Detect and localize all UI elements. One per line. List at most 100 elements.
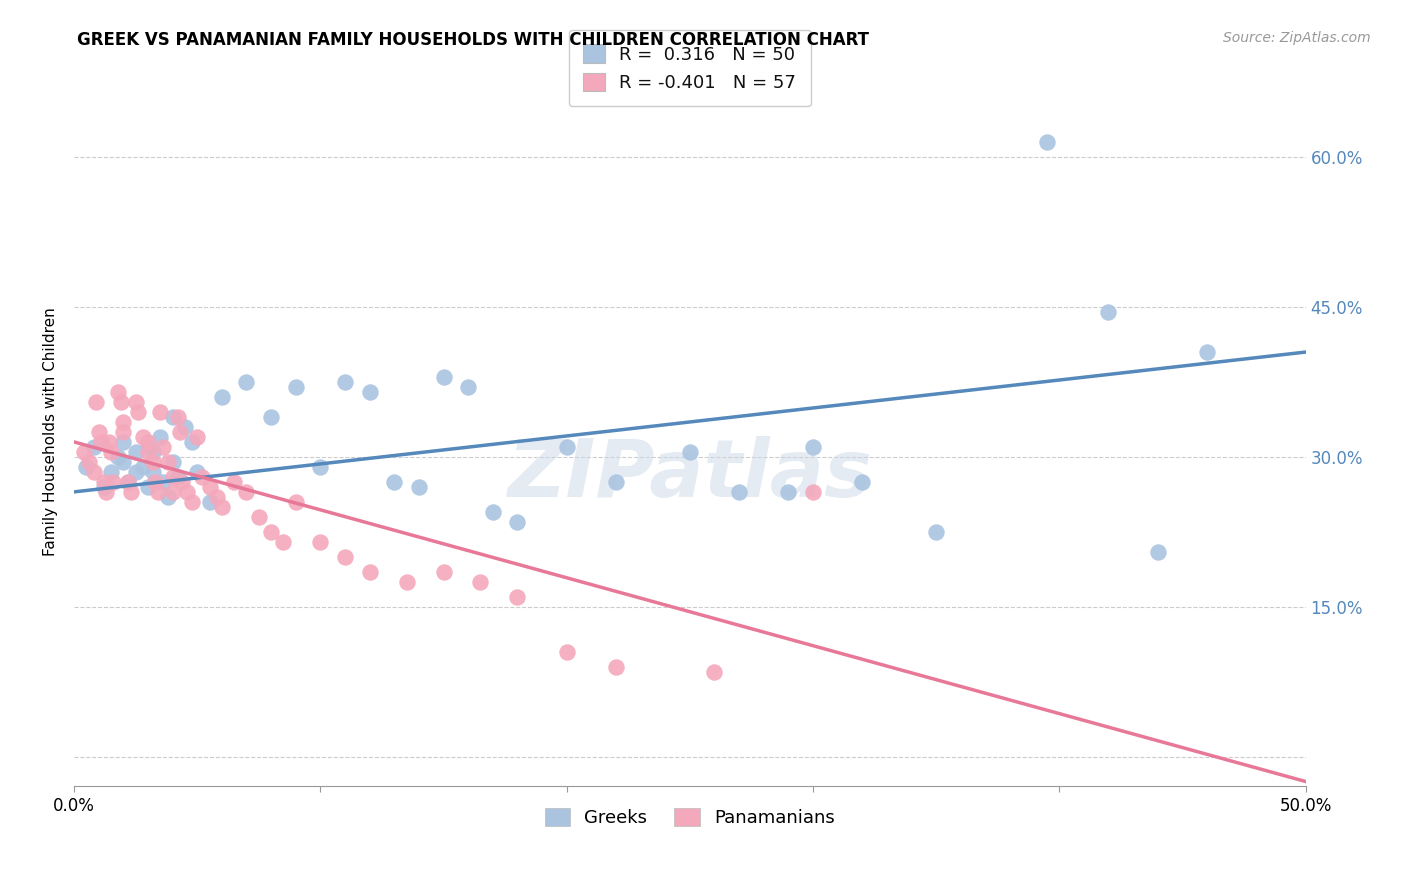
Point — [77, 455, 100, 469]
Point — [260, 409, 283, 424]
Point — [605, 659, 627, 673]
Point — [359, 565, 381, 579]
Point — [107, 384, 129, 399]
Point — [679, 445, 702, 459]
Point — [162, 409, 184, 424]
Point — [284, 380, 307, 394]
Point — [142, 445, 165, 459]
Point — [75, 459, 97, 474]
Point — [152, 440, 174, 454]
Point — [205, 490, 228, 504]
Point — [100, 465, 122, 479]
Point — [470, 574, 492, 589]
Y-axis label: Family Households with Children: Family Households with Children — [44, 308, 58, 557]
Point — [198, 495, 221, 509]
Point — [152, 475, 174, 489]
Point — [73, 445, 96, 459]
Point — [333, 549, 356, 564]
Point — [162, 484, 184, 499]
Point — [117, 475, 139, 489]
Point — [117, 475, 139, 489]
Point — [359, 384, 381, 399]
Point — [149, 405, 172, 419]
Point — [333, 375, 356, 389]
Point — [146, 484, 169, 499]
Point — [132, 430, 155, 444]
Point — [224, 475, 246, 489]
Point — [176, 484, 198, 499]
Point — [457, 380, 479, 394]
Point — [112, 415, 135, 429]
Point — [94, 484, 117, 499]
Point — [211, 390, 233, 404]
Point — [136, 480, 159, 494]
Point — [103, 475, 125, 489]
Point — [124, 465, 146, 479]
Point — [112, 425, 135, 439]
Point — [273, 534, 295, 549]
Point — [506, 590, 529, 604]
Point — [124, 395, 146, 409]
Point — [555, 645, 578, 659]
Point — [191, 470, 214, 484]
Point — [198, 480, 221, 494]
Point — [97, 434, 120, 449]
Point — [181, 495, 204, 509]
Point — [149, 430, 172, 444]
Point — [801, 440, 824, 454]
Point — [166, 409, 188, 424]
Point — [166, 470, 188, 484]
Point — [112, 455, 135, 469]
Point — [555, 440, 578, 454]
Text: ZIPatlas: ZIPatlas — [508, 435, 872, 514]
Point — [801, 484, 824, 499]
Point — [186, 465, 208, 479]
Point — [181, 434, 204, 449]
Point — [778, 484, 800, 499]
Point — [1146, 545, 1168, 559]
Point — [408, 480, 430, 494]
Point — [247, 509, 270, 524]
Point — [703, 665, 725, 679]
Point — [605, 475, 627, 489]
Point — [142, 455, 165, 469]
Point — [136, 434, 159, 449]
Point — [506, 515, 529, 529]
Point — [112, 434, 135, 449]
Point — [87, 425, 110, 439]
Text: Source: ZipAtlas.com: Source: ZipAtlas.com — [1223, 31, 1371, 45]
Point — [851, 475, 873, 489]
Point — [309, 534, 332, 549]
Point — [728, 484, 751, 499]
Point — [309, 459, 332, 474]
Point — [284, 495, 307, 509]
Point — [127, 405, 149, 419]
Point — [110, 395, 132, 409]
Point — [260, 524, 283, 539]
Point — [235, 375, 257, 389]
Point — [169, 425, 191, 439]
Point — [235, 484, 257, 499]
Point — [145, 475, 167, 489]
Point — [83, 465, 105, 479]
Point — [432, 565, 454, 579]
Point — [432, 370, 454, 384]
Point — [481, 505, 503, 519]
Point — [925, 524, 948, 539]
Point — [1036, 136, 1059, 150]
Point — [136, 440, 159, 454]
Point — [1195, 345, 1218, 359]
Point — [90, 434, 112, 449]
Point — [162, 470, 184, 484]
Point — [156, 490, 179, 504]
Point — [132, 459, 155, 474]
Point — [107, 450, 129, 464]
Point — [156, 455, 179, 469]
Text: GREEK VS PANAMANIAN FAMILY HOUSEHOLDS WITH CHILDREN CORRELATION CHART: GREEK VS PANAMANIAN FAMILY HOUSEHOLDS WI… — [77, 31, 869, 49]
Point — [162, 455, 184, 469]
Point — [136, 445, 159, 459]
Point — [186, 430, 208, 444]
Point — [211, 500, 233, 514]
Point — [382, 475, 405, 489]
Point — [174, 420, 197, 434]
